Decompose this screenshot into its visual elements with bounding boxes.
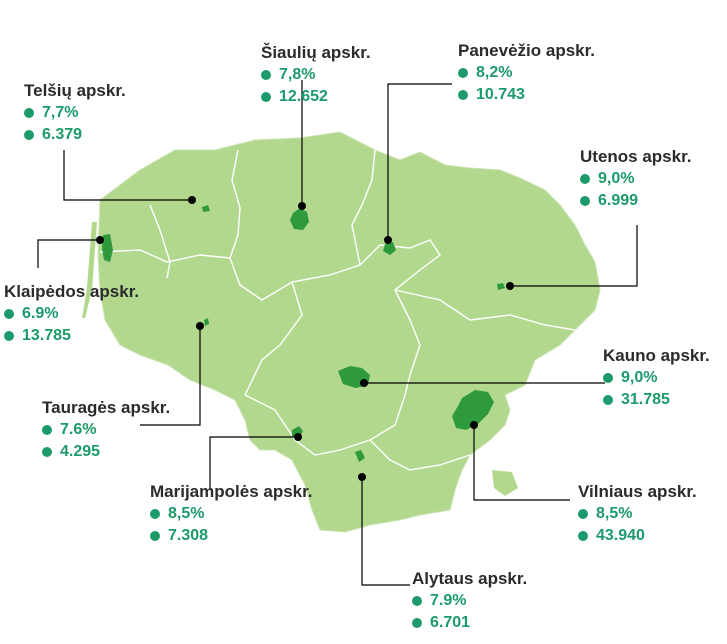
curonian-spit xyxy=(82,222,97,318)
region-count: 10.743 xyxy=(476,86,525,103)
label-siauliai: Šiaulių apskr. 7,8% 12.652 xyxy=(261,42,371,108)
label-vilnius: Vilniaus apskr. 8,5% 43.940 xyxy=(578,481,697,547)
region-name: Šiaulių apskr. xyxy=(261,43,371,62)
region-rate: 7.6% xyxy=(60,421,97,438)
leader-marijampole xyxy=(209,436,298,490)
region-rate: 8,5% xyxy=(168,505,205,522)
region-name: Kauno apskr. xyxy=(603,346,710,365)
bullet-icon xyxy=(4,331,14,341)
region-rate: 7,8% xyxy=(279,66,316,83)
bullet-icon xyxy=(580,174,590,184)
label-utena: Utenos apskr. 9,0% 6.999 xyxy=(580,146,692,212)
label-alytus: Alytaus apskr. 7.9% 6.701 xyxy=(412,568,527,634)
bullet-icon xyxy=(603,373,613,383)
city-utena xyxy=(497,283,505,290)
leader-klaipeda xyxy=(37,239,100,268)
region-name: Panevėžio apskr. xyxy=(458,41,596,60)
bullet-icon xyxy=(24,130,34,140)
region-name: Telšių apskr. xyxy=(24,81,126,100)
bullet-icon xyxy=(24,108,34,118)
bullet-icon xyxy=(412,596,422,606)
label-telsiai: Telšių apskr. 7,7% 6.379 xyxy=(24,80,126,146)
bullet-icon xyxy=(458,90,468,100)
region-name: Klaipėdos apskr. xyxy=(4,282,140,301)
leader-vilnius xyxy=(473,425,570,501)
region-rate: 8,2% xyxy=(476,64,513,81)
region-count: 43.940 xyxy=(596,527,645,544)
region-name: Alytaus apskr. xyxy=(412,569,528,588)
label-klaipeda: Klaipėdos apskr. 6.9% 13.785 xyxy=(4,281,139,347)
label-marijampole: Marijampolės apskr. 8,5% 7.308 xyxy=(150,481,313,547)
bullet-icon xyxy=(580,196,590,206)
region-rate: 7.9% xyxy=(430,592,467,609)
bullet-icon xyxy=(458,68,468,78)
region-name: Tauragės apskr. xyxy=(42,398,171,417)
bullet-icon xyxy=(261,70,271,80)
region-name: Marijampolės apskr. xyxy=(150,482,313,501)
country-shape xyxy=(97,131,601,533)
city-panevezys xyxy=(383,242,396,255)
leader-dots xyxy=(96,196,514,481)
label-taurage: Tauragės apskr. 7.6% 4.295 xyxy=(42,397,170,463)
bullet-icon xyxy=(42,425,52,435)
city-vilnius xyxy=(452,390,494,430)
region-name: Utenos apskr. xyxy=(580,147,692,166)
leader-lines xyxy=(37,80,638,586)
region-count: 6.701 xyxy=(430,614,471,631)
leader-panevezys xyxy=(387,83,452,240)
label-kaunas: Kauno apskr. 9,0% 31.785 xyxy=(603,345,710,411)
region-name: Vilniaus apskr. xyxy=(578,482,697,501)
region-count: 6.379 xyxy=(42,126,83,143)
city-alytus xyxy=(355,450,365,462)
region-count: 4.295 xyxy=(60,443,101,460)
region-count: 7.308 xyxy=(168,527,209,544)
region-rate: 9,0% xyxy=(621,369,658,386)
region-rate: 8,5% xyxy=(596,505,633,522)
country-lobe xyxy=(492,470,518,496)
region-rate: 6.9% xyxy=(22,305,59,322)
bullet-icon xyxy=(603,395,613,405)
bullet-icon xyxy=(412,618,422,628)
region-count: 6.999 xyxy=(598,192,639,209)
city-klaipeda xyxy=(102,234,113,262)
region-rate: 7,7% xyxy=(42,104,79,121)
bullet-icon xyxy=(150,531,160,541)
leader-taurage xyxy=(140,326,201,426)
bullet-icon xyxy=(578,531,588,541)
label-panevezys: Panevėžio apskr. 8,2% 10.743 xyxy=(458,40,595,106)
county-borders xyxy=(99,149,576,471)
leader-utena xyxy=(510,225,638,287)
region-count: 12.652 xyxy=(279,88,328,105)
city-taurage xyxy=(204,318,209,326)
region-count: 31.785 xyxy=(621,391,670,408)
bullet-icon xyxy=(4,309,14,319)
bullet-icon xyxy=(578,509,588,519)
city-siauliai xyxy=(290,208,309,230)
region-count: 13.785 xyxy=(22,327,71,344)
leader-alytus xyxy=(361,477,410,586)
region-rate: 9,0% xyxy=(598,170,635,187)
bullet-icon xyxy=(42,447,52,457)
city-telsiai xyxy=(202,205,210,212)
bullet-icon xyxy=(261,92,271,102)
leader-telsiai xyxy=(63,150,192,201)
bullet-icon xyxy=(150,509,160,519)
